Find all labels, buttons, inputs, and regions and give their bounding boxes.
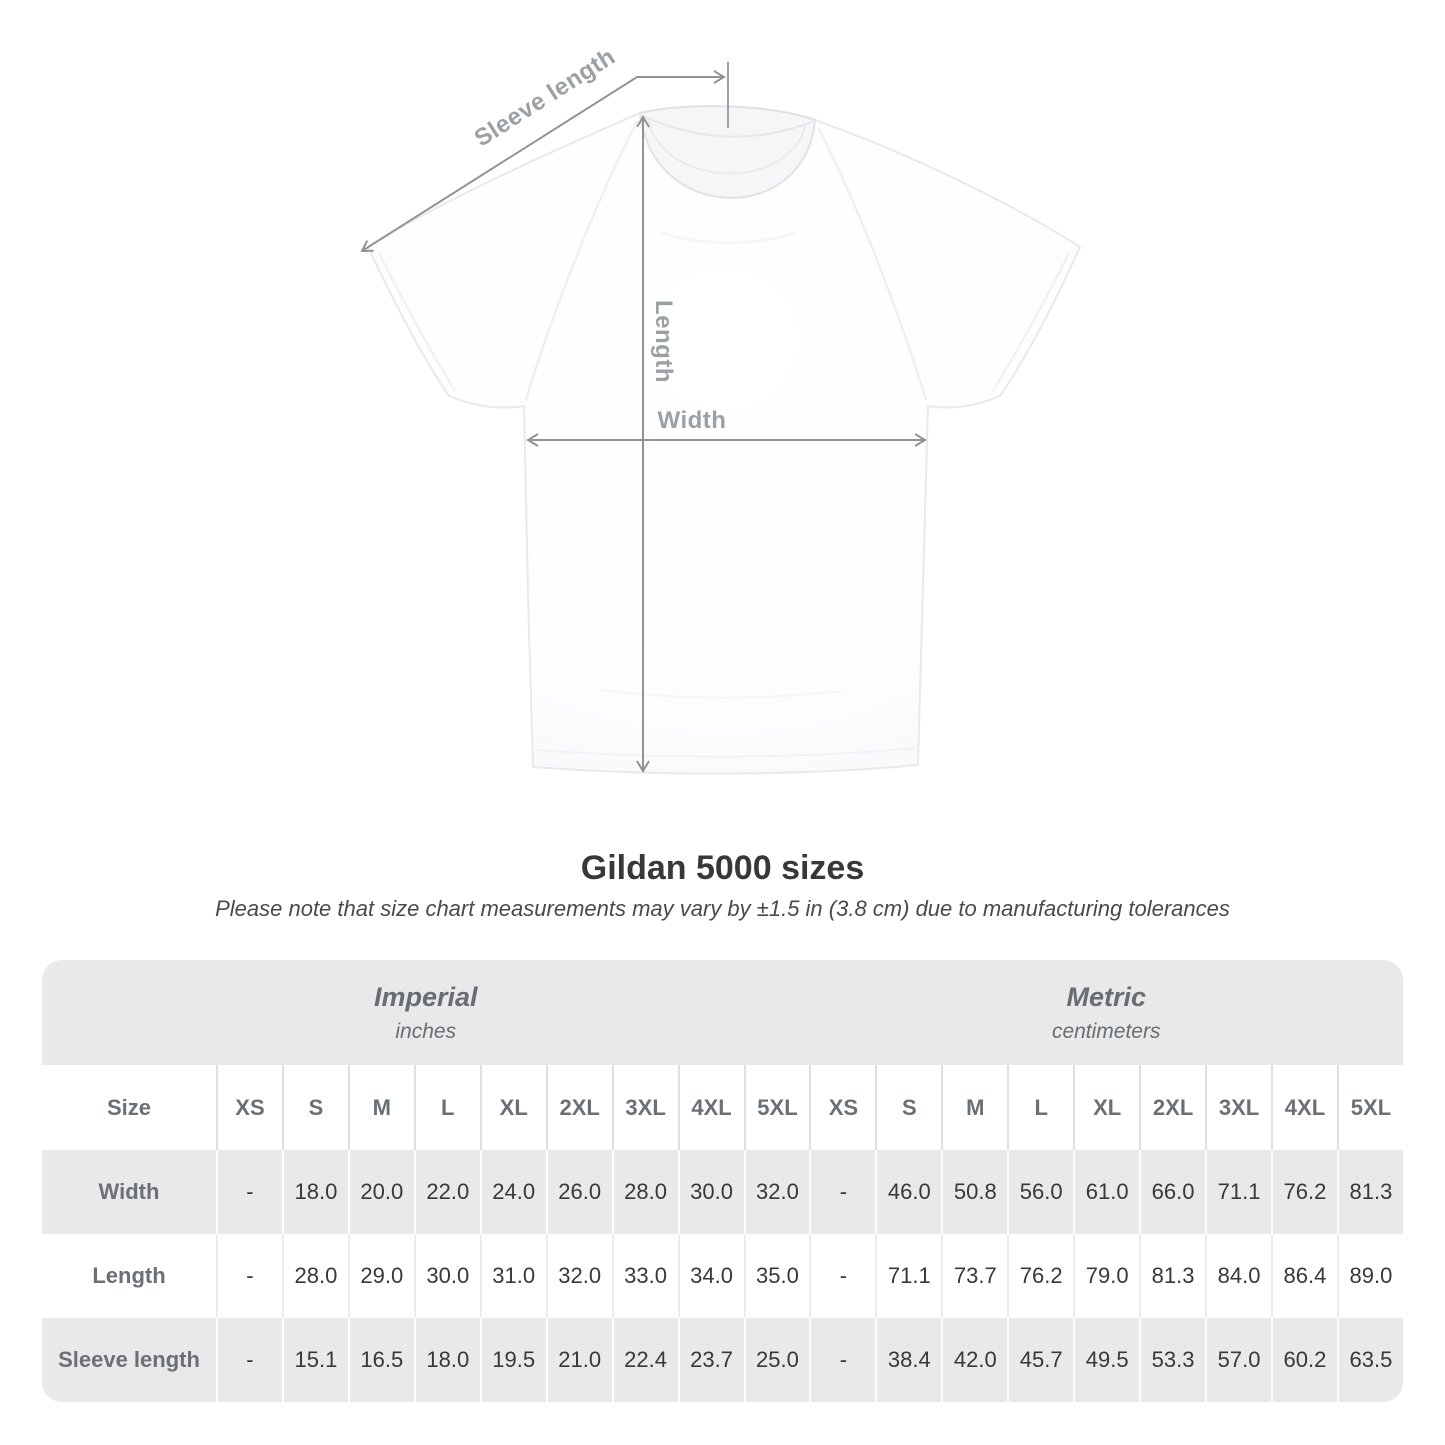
page-title: Gildan 5000 sizes <box>580 849 865 887</box>
size-column-header: L <box>1007 1065 1074 1150</box>
measurement-value: - <box>216 1234 282 1318</box>
measurement-value: 53.3 <box>1139 1318 1205 1402</box>
unit-group-row: Imperial inches Metric centimeters <box>42 960 1403 1065</box>
measurement-value: 22.4 <box>611 1318 678 1402</box>
measurement-value: 81.3 <box>1139 1234 1205 1318</box>
measurement-row-length: Length - 28.0 29.0 30.0 31.0 32.0 33.0 3… <box>42 1234 1403 1318</box>
size-column-header: S <box>875 1065 942 1150</box>
measurement-value: 89.0 <box>1336 1234 1403 1318</box>
measurement-value: 16.5 <box>347 1318 414 1402</box>
measurement-value: 79.0 <box>1073 1234 1139 1318</box>
tshirt-diagram-svg: Sleeve length Length Width <box>360 43 1081 775</box>
size-column-header: XS <box>216 1065 282 1150</box>
measurement-value: - <box>216 1318 282 1402</box>
measurement-value: 35.0 <box>743 1234 810 1318</box>
measurement-value: 38.4 <box>875 1318 941 1402</box>
measurement-value: 86.4 <box>1271 1234 1337 1318</box>
measurement-value: 22.0 <box>413 1150 480 1234</box>
width-label: Width <box>658 407 727 434</box>
size-header-row: Size XS S M L XL 2XL 3XL 4XL 5XL XS S M … <box>42 1065 1403 1150</box>
size-column-header: 4XL <box>1271 1065 1337 1150</box>
measurement-value: 33.0 <box>611 1234 678 1318</box>
metric-group-header: Metric centimeters <box>809 960 1403 1065</box>
measurement-value: 50.8 <box>941 1150 1007 1234</box>
measurement-value: 46.0 <box>875 1150 941 1234</box>
imperial-unit: inches <box>395 1019 457 1043</box>
measurement-value: 18.0 <box>281 1150 348 1234</box>
measurement-value: 32.0 <box>743 1150 810 1234</box>
measurement-value: 21.0 <box>545 1318 612 1402</box>
size-column-header: XS <box>809 1065 876 1150</box>
measurement-value: 49.5 <box>1073 1318 1139 1402</box>
size-column-header: 2XL <box>1139 1065 1206 1150</box>
measurement-value: 84.0 <box>1205 1234 1271 1318</box>
measurement-value: - <box>809 1318 875 1402</box>
metric-label: Metric <box>1066 981 1146 1012</box>
size-column-header: 4XL <box>677 1065 744 1150</box>
size-header: Size <box>42 1065 216 1150</box>
metric-unit: centimeters <box>1051 1019 1161 1043</box>
row-label: Width <box>98 1179 160 1204</box>
measurement-value: 61.0 <box>1073 1150 1139 1234</box>
measurement-value: 76.2 <box>1007 1234 1073 1318</box>
measurement-value: 32.0 <box>545 1234 612 1318</box>
size-column-header: M <box>941 1065 1008 1150</box>
measurement-value: 63.5 <box>1336 1318 1403 1402</box>
size-column-header: S <box>281 1065 348 1150</box>
measurement-value: 56.0 <box>1007 1150 1073 1234</box>
measurement-value: 73.7 <box>941 1234 1007 1318</box>
measurement-value: 45.7 <box>1007 1318 1073 1402</box>
measurement-value: 31.0 <box>479 1234 546 1318</box>
measurement-value: 81.3 <box>1336 1150 1403 1234</box>
measurement-value: 28.0 <box>611 1150 678 1234</box>
sleeve-length-arrow <box>360 70 726 253</box>
measurement-value: 28.0 <box>281 1234 348 1318</box>
measurement-value: - <box>809 1234 875 1318</box>
measurement-value: 15.1 <box>281 1318 348 1402</box>
measurement-value: 26.0 <box>545 1150 612 1234</box>
size-table: Imperial inches Metric centimeters Size … <box>42 960 1403 1402</box>
measurement-value: 20.0 <box>347 1150 414 1234</box>
measurement-value: 29.0 <box>347 1234 414 1318</box>
measurement-value: 57.0 <box>1205 1318 1271 1402</box>
size-column-header: 2XL <box>545 1065 612 1150</box>
measurement-value: 42.0 <box>941 1318 1007 1402</box>
size-column-header: 3XL <box>1205 1065 1271 1150</box>
measurement-value: 19.5 <box>479 1318 546 1402</box>
tshirt-measurement-diagram: Sleeve length Length Width <box>360 43 1081 775</box>
tolerance-note: Please note that size chart measurements… <box>215 896 1230 921</box>
row-label: Length <box>92 1263 166 1288</box>
measurement-value: 34.0 <box>677 1234 744 1318</box>
size-column-header: M <box>347 1065 414 1150</box>
size-column-header: 5XL <box>1336 1065 1403 1150</box>
size-column-header: L <box>413 1065 480 1150</box>
size-column-header: 5XL <box>743 1065 810 1150</box>
length-label: Length <box>650 300 677 383</box>
measurement-value: 30.0 <box>413 1234 480 1318</box>
measurement-value: 30.0 <box>677 1150 744 1234</box>
measurement-value: 71.1 <box>1205 1150 1271 1234</box>
measurement-value: 24.0 <box>479 1150 546 1234</box>
measurement-value: - <box>216 1150 282 1234</box>
measurement-value: 18.0 <box>413 1318 480 1402</box>
measurement-value: - <box>809 1150 875 1234</box>
measurement-value: 71.1 <box>875 1234 941 1318</box>
size-column-header: 3XL <box>611 1065 678 1150</box>
measurement-value: 25.0 <box>743 1318 810 1402</box>
imperial-group-header: Imperial inches <box>42 960 810 1065</box>
measurement-row-width: Width - 18.0 20.0 22.0 24.0 26.0 28.0 30… <box>42 1150 1403 1234</box>
measurement-value: 23.7 <box>677 1318 744 1402</box>
measurement-value: 66.0 <box>1139 1150 1205 1234</box>
measurement-row-sleeve-length: Sleeve length - 15.1 16.5 18.0 19.5 21.0… <box>42 1318 1403 1402</box>
size-column-header: XL <box>1073 1065 1140 1150</box>
row-label: Sleeve length <box>58 1347 200 1372</box>
measurement-value: 76.2 <box>1271 1150 1337 1234</box>
measurement-value: 60.2 <box>1271 1318 1337 1402</box>
imperial-label: Imperial <box>373 981 478 1012</box>
size-column-header: XL <box>479 1065 546 1150</box>
